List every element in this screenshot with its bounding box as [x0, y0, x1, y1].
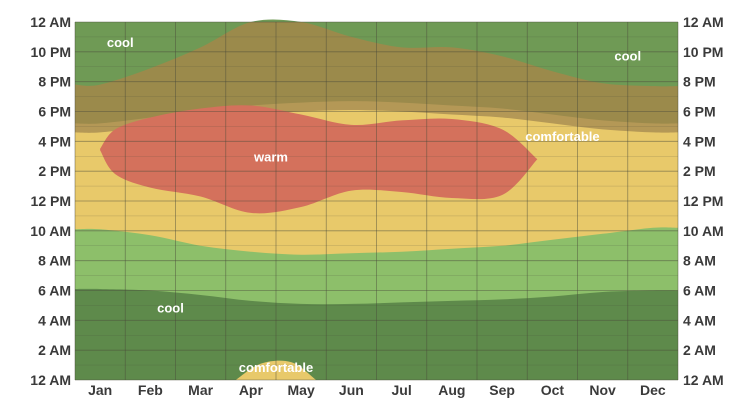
y-tick-label-left: 2 AM: [38, 342, 71, 358]
region-annotations: cool cool cool comfortable comfortable warm: [107, 35, 641, 375]
y-tick-label-left: 12 PM: [31, 193, 71, 209]
y-tick-label-right: 10 PM: [683, 44, 723, 60]
y-tick-label-right: 4 AM: [683, 312, 716, 328]
chart-grid: [74, 21, 679, 381]
x-tick-label: Sep: [489, 382, 515, 398]
x-tick-label: Aug: [438, 382, 465, 398]
y-tick-label-left: 2 PM: [38, 163, 71, 179]
y-tick-label-right: 8 AM: [683, 253, 716, 269]
y-tick-label-right: 6 AM: [683, 283, 716, 299]
annotation-cool: cool: [107, 35, 134, 50]
y-tick-label-right: 12 AM: [683, 14, 724, 30]
y-tick-label-right: 2 PM: [683, 163, 716, 179]
y-tick-label-left: 8 PM: [38, 74, 71, 90]
y-tick-label-right: 6 PM: [683, 104, 716, 120]
x-tick-label: Nov: [589, 382, 616, 398]
annotation-comfortable: comfortable: [239, 360, 313, 375]
y-tick-label-right: 8 PM: [683, 74, 716, 90]
y-tick-label-right: 2 AM: [683, 342, 716, 358]
y-tick-label-left: 4 AM: [38, 312, 71, 328]
y-tick-label-right: 10 AM: [683, 223, 724, 239]
annotation-comfortable: comfortable: [525, 129, 599, 144]
x-tick-label: Mar: [188, 382, 213, 398]
x-tick-label: Oct: [541, 382, 565, 398]
y-tick-label-left: 8 AM: [38, 253, 71, 269]
y-tick-label-left: 10 AM: [30, 223, 71, 239]
region-warm: [100, 105, 538, 214]
y-tick-label-left: 12 AM: [30, 14, 71, 30]
x-tick-label: May: [288, 382, 315, 398]
annotation-warm: warm: [253, 150, 288, 165]
y-tick-label-left: 6 AM: [38, 283, 71, 299]
x-tick-label: Jun: [339, 382, 364, 398]
x-tick-label: Jul: [392, 382, 412, 398]
y-tick-label-right: 4 PM: [683, 133, 716, 149]
annotation-cool: cool: [614, 48, 641, 63]
y-tick-label-left: 4 PM: [38, 133, 71, 149]
y-tick-label-left: 12 AM: [30, 372, 71, 388]
y-tick-label-left: 6 PM: [38, 104, 71, 120]
axis-labels: 12 AM 12 AM 2 AM 2 AM 4 AM 4 AM 6 AM 6 AM 8 AM 8 …: [30, 14, 723, 398]
x-tick-label: Feb: [138, 382, 163, 398]
x-tick-label: Jan: [88, 382, 112, 398]
y-tick-label-left: 10 PM: [31, 44, 71, 60]
y-tick-label-right: 12 PM: [683, 193, 723, 209]
y-tick-label-right: 12 AM: [683, 372, 724, 388]
x-tick-label: Apr: [239, 382, 264, 398]
x-tick-label: Dec: [640, 382, 666, 398]
annotation-cool: cool: [157, 300, 184, 315]
